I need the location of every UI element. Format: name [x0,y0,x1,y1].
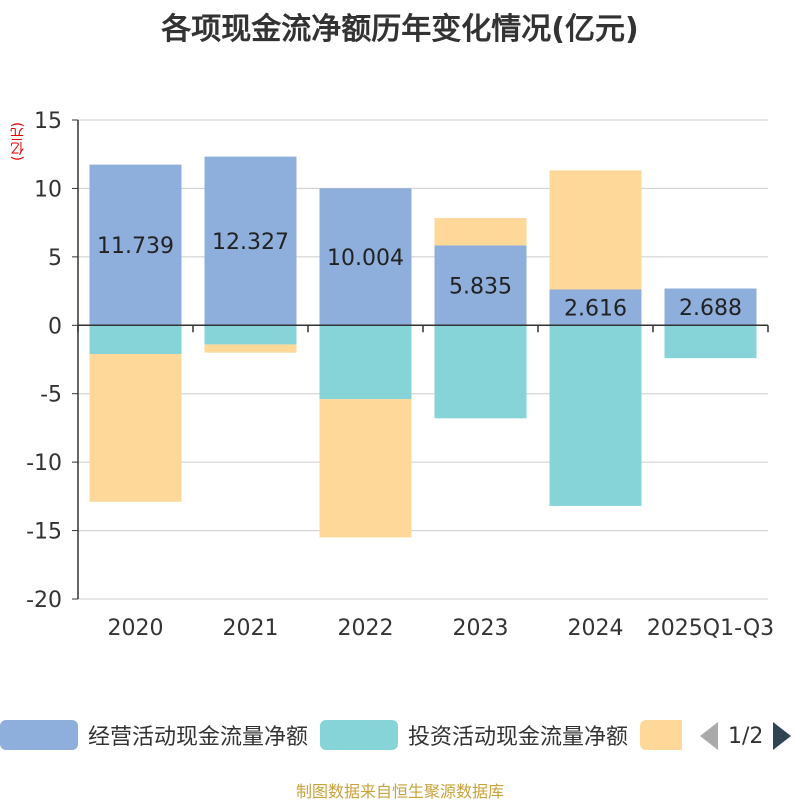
bar-investing [204,325,297,345]
y-tick-label: -20 [26,588,62,613]
x-tick-label: 2024 [568,616,624,641]
bar-operating [434,245,527,326]
bar-financing [89,354,182,502]
legend-item-operating[interactable]: 经营活动现金流量净额 [0,715,308,755]
x-tick-label: 2023 [453,616,509,641]
data-label: 12.327 [212,230,289,255]
legend-swatch-financing [640,720,682,750]
bar-investing [434,325,527,419]
x-tick-label: 2025Q1-Q3 [647,616,774,641]
y-tick-label: 0 [48,314,62,339]
legend-page-indicator: 1/2 [728,723,764,749]
y-tick-label: 15 [34,109,62,134]
bar-financing [549,170,642,290]
legend-pager: 1/2 [700,716,792,756]
chart-plot: 15 10 5 0 -5 -10 -15 -20 11.739 12.327 10.004 5.835… [26,109,774,641]
x-tick-label: 2021 [223,616,279,641]
bar-investing [89,325,182,355]
x-tick-label: 2020 [108,616,164,641]
bar-operating [319,188,412,326]
bar-investing [549,325,642,506]
legend-next-icon[interactable] [773,722,792,750]
bar-operating [664,288,757,326]
bar-operating [204,156,297,326]
data-label: 11.739 [97,234,174,259]
legend-swatch-operating [0,720,78,750]
y-tick-label: -5 [40,383,62,408]
bar-investing [319,325,412,400]
bar-financing [204,344,297,353]
y-tick-label: -10 [26,451,62,476]
bar-investing [664,325,757,359]
data-source: 制图数据来自恒生聚源数据库 [295,782,504,801]
legend-label-investing: 投资活动现金流量净额 [408,725,629,750]
legend: 经营活动现金流量净额 投资活动现金流量净额 [0,715,800,755]
legend-swatch-investing [320,720,398,750]
bar-financing [434,218,527,246]
bar-financing [319,399,412,538]
y-tick-label: 5 [48,246,62,271]
data-label: 10.004 [327,246,404,271]
data-label: 2.616 [564,296,627,321]
bar-operating [89,164,182,326]
y-tick-label: 10 [34,177,62,202]
x-tick-label: 2022 [338,616,394,641]
legend-prev-icon[interactable] [700,722,718,750]
legend-item-investing[interactable]: 投资活动现金流量净额 [320,715,628,755]
bar-operating [549,289,642,326]
chart-title: 各项现金流净额历年变化情况(亿元) [161,12,639,47]
legend-label-operating: 经营活动现金流量净额 [88,725,309,750]
legend-item-financing[interactable] [640,715,682,755]
y-tick-label: -15 [26,520,62,545]
data-label: 5.835 [449,274,512,299]
data-label: 2.688 [679,296,742,321]
